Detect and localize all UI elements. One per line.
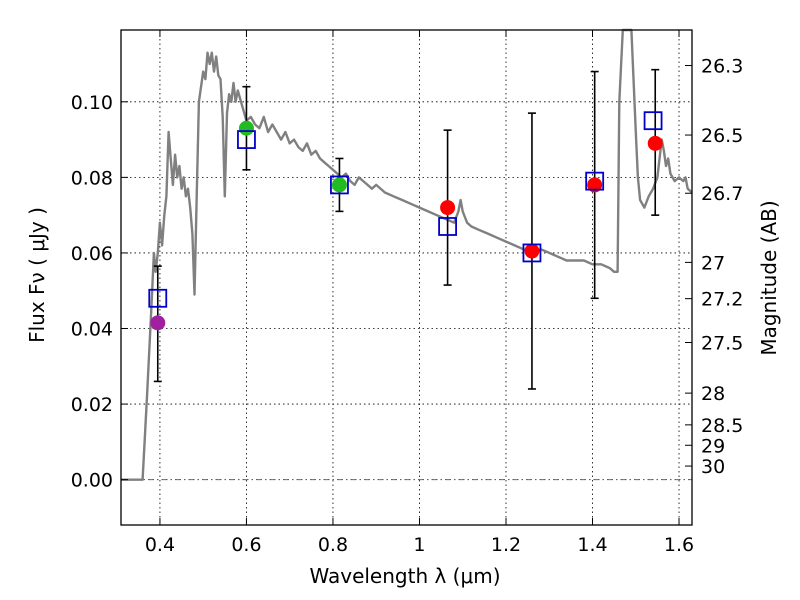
model-spectrum-line <box>121 28 693 481</box>
axis-ticks <box>121 30 692 525</box>
model-photometry-square <box>643 111 663 131</box>
y-tick-labels: 0.00 0.02 0.04 0.06 0.08 0.10 <box>71 92 113 492</box>
y-tick-label: 0.02 <box>71 394 113 416</box>
y-tick-label: 0.00 <box>71 470 113 492</box>
x-axis-label: Wavelength λ (μm) <box>309 564 500 588</box>
observed-point <box>150 315 166 331</box>
error-bars-layer <box>153 68 660 390</box>
x-tick-label: 0.6 <box>231 534 261 556</box>
observed-points-layer <box>150 120 663 331</box>
y-tick-label: 0.08 <box>71 167 113 189</box>
observed-point <box>647 135 663 151</box>
observed-point <box>331 177 347 193</box>
model-photometry-layer <box>148 111 663 308</box>
y-tick-label: 0.10 <box>71 92 113 114</box>
observed-point <box>524 243 540 259</box>
plot-frame <box>120 29 693 526</box>
magnitude-tick-label: 26.5 <box>701 125 743 147</box>
observed-point <box>440 200 456 216</box>
model-photometry-square <box>522 243 542 263</box>
x-tick-label: 1 <box>413 534 425 556</box>
x-tick-label: 1.2 <box>491 534 521 556</box>
grid-lines <box>121 30 692 525</box>
magnitude-tick-label: 27 <box>701 252 725 274</box>
x-tick-label: 1.6 <box>664 534 694 556</box>
magnitude-tick-label: 30 <box>701 456 725 478</box>
magnitude-tick-label: 29 <box>701 435 725 457</box>
x-tick-label: 0.4 <box>145 534 175 556</box>
magnitude-tick-label: 27.2 <box>701 289 743 311</box>
magnitude-tick-label: 28.5 <box>701 415 743 437</box>
model-photometry-square <box>237 130 256 149</box>
y-tick-label: 0.04 <box>71 319 113 341</box>
x-tick-labels: 0.4 0.6 0.8 1 1.2 1.4 1.6 <box>145 534 694 556</box>
model-photometry-square <box>585 171 605 191</box>
y-axis-label: Flux Fν ( μJy ) <box>25 207 49 343</box>
x-tick-label: 0.8 <box>318 534 348 556</box>
magnitude-tick-label: 27.5 <box>701 332 743 354</box>
model-photometry-square <box>330 175 349 195</box>
model-spectrum-layer <box>121 28 693 481</box>
observed-point <box>238 120 254 136</box>
right-axis-label: Magnitude (AB) <box>757 200 781 355</box>
magnitude-tick-label: 26.7 <box>701 183 743 205</box>
model-photometry-square <box>148 288 168 308</box>
model-photometry-square <box>438 217 457 236</box>
x-tick-label: 1.4 <box>577 534 607 556</box>
magnitude-tick-label: 26.3 <box>701 56 743 78</box>
y-tick-label: 0.06 <box>71 243 113 265</box>
observed-point <box>587 177 603 193</box>
magnitude-tick-label: 28 <box>701 383 725 405</box>
